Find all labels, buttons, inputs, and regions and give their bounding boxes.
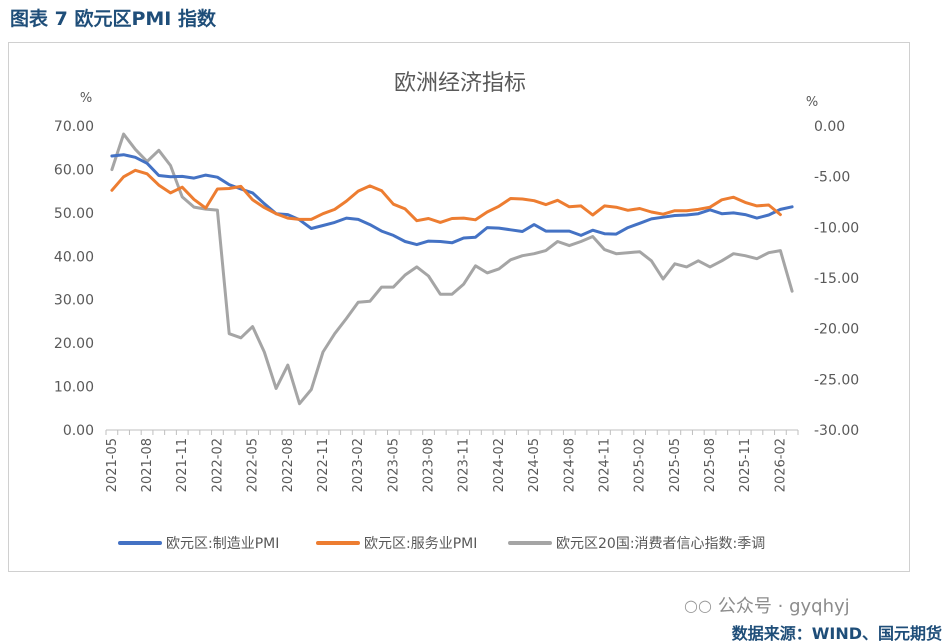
figure-title: 图表 7 欧元区PMI 指数 bbox=[10, 8, 216, 30]
x-tick-label: 2024-08 bbox=[562, 438, 577, 492]
y-left-tick: 20.00 bbox=[54, 336, 94, 352]
watermark-text: 公众号 · gyqhyj bbox=[717, 596, 850, 617]
x-tick-label: 2024-05 bbox=[527, 438, 542, 492]
y-right-tick: -5.00 bbox=[814, 170, 850, 186]
x-tick-label: 2022-05 bbox=[246, 438, 261, 492]
y-left-tick: 70.00 bbox=[54, 119, 94, 135]
chart-frame bbox=[8, 42, 910, 572]
x-tick-label: 2024-11 bbox=[597, 438, 612, 492]
x-tick-label: 2025-08 bbox=[703, 438, 718, 492]
x-tick-label: 2023-05 bbox=[386, 438, 401, 492]
x-tick-label: 2022-02 bbox=[210, 438, 225, 492]
x-tick-label: 2022-11 bbox=[316, 438, 331, 492]
y-right-unit: % bbox=[806, 95, 818, 110]
x-tick-label: 2021-11 bbox=[175, 438, 190, 492]
x-tick-label: 2023-02 bbox=[351, 438, 366, 492]
x-tick-label: 2023-08 bbox=[422, 438, 437, 492]
manufacturing-pmi-line bbox=[110, 153, 794, 247]
y-right-tick: -30.00 bbox=[814, 423, 859, 439]
x-tick-label: 2022-08 bbox=[281, 438, 296, 492]
x-tick-label: 2025-02 bbox=[633, 438, 648, 492]
services-pmi-line bbox=[110, 168, 782, 224]
x-tick-label: 2021-05 bbox=[105, 438, 120, 492]
legend-services-label: 欧元区:服务业PMI bbox=[364, 536, 477, 552]
y-left-tick: 0.00 bbox=[63, 423, 94, 439]
chart-title: 欧洲经济指标 bbox=[394, 71, 526, 96]
x-tick-label: 2026-02 bbox=[773, 438, 788, 492]
y-left-tick: 60.00 bbox=[54, 162, 94, 178]
y-right-tick: -20.00 bbox=[814, 322, 859, 338]
source-note: 数据来源：WIND、国元期货 bbox=[731, 624, 942, 643]
y-left-unit: % bbox=[80, 91, 92, 106]
wechat-icon: ○○ bbox=[684, 595, 712, 615]
y-right-tick: -15.00 bbox=[814, 271, 859, 287]
y-right-tick: 0.00 bbox=[814, 119, 845, 135]
y-right-tick: -10.00 bbox=[814, 220, 859, 236]
consumer-confidence-line bbox=[110, 132, 794, 406]
y-left-tick: 30.00 bbox=[54, 293, 94, 309]
x-tick-label: 2023-11 bbox=[457, 438, 472, 492]
y-right-tick: -25.00 bbox=[814, 372, 859, 388]
x-tick-label: 2021-08 bbox=[140, 438, 155, 492]
y-left-tick: 50.00 bbox=[54, 206, 94, 222]
y-left-tick: 10.00 bbox=[54, 380, 94, 396]
x-tick-label: 2025-05 bbox=[668, 438, 683, 492]
x-tick-label: 2024-02 bbox=[492, 438, 507, 492]
x-tick-label: 2025-11 bbox=[738, 438, 753, 492]
watermark: ○○ 公众号 · gyqhyj bbox=[684, 592, 850, 618]
legend-confidence-label: 欧元区20国:消费者信心指数:季调 bbox=[556, 536, 765, 552]
y-left-tick: 40.00 bbox=[54, 249, 94, 265]
legend-manufacturing-label: 欧元区:制造业PMI bbox=[166, 536, 279, 552]
